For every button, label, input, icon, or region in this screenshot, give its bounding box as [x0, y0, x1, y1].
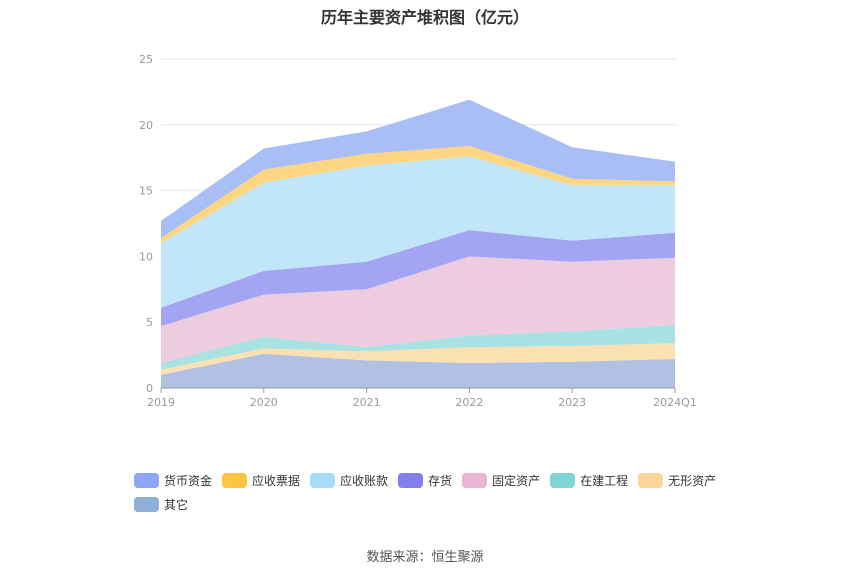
x-tick-label: 2021	[353, 396, 381, 409]
legend-item[interactable]: 固定资产	[462, 472, 540, 488]
area-series-2	[161, 324, 675, 370]
stacked-area-chart: 0 5 10 15 20 25 2019 2020 2021 2022 2023 2024Q1	[139, 53, 697, 409]
legend-swatch	[398, 472, 424, 488]
legend-label: 其它	[164, 497, 189, 512]
legend-label: 无形资产	[668, 473, 717, 488]
legend-swatch	[638, 472, 664, 488]
chart-legend: 货币资金 应收票据 应收账款 存货 固定资产 在建工程 无形资产其它	[134, 472, 734, 520]
legend-item[interactable]: 应收票据	[222, 472, 300, 488]
x-tick-label: 2019	[147, 396, 175, 409]
y-tick-label: 25	[139, 53, 153, 66]
legend-swatch	[134, 496, 159, 512]
legend-item[interactable]: 应收账款	[310, 472, 388, 488]
area-series-5	[161, 156, 675, 308]
area-series-4	[161, 230, 675, 327]
y-tick-label: 15	[139, 185, 153, 198]
legend-label: 在建工程	[580, 473, 629, 488]
area-series-0	[161, 353, 675, 388]
x-tick-label: 2024Q1	[653, 396, 697, 409]
legend-swatch	[134, 472, 159, 488]
data-source-note: 数据来源：恒生聚源	[366, 550, 484, 565]
area-series-7	[161, 99, 675, 238]
legend-label: 货币资金	[164, 473, 213, 488]
area-series-1	[161, 343, 675, 375]
legend-item[interactable]: 货币资金	[134, 472, 212, 488]
legend-swatch	[310, 472, 336, 488]
x-tick-label: 2022	[455, 396, 483, 409]
legend-label: 应收账款	[340, 473, 389, 488]
x-tick-label: 2020	[250, 396, 278, 409]
legend-swatch	[222, 472, 248, 488]
legend-label: 存货	[428, 473, 453, 488]
legend-item[interactable]: 其它	[134, 496, 188, 512]
legend-label: 应收票据	[252, 473, 301, 488]
legend-label: 固定资产	[492, 473, 541, 488]
legend-swatch	[550, 472, 576, 488]
legend-item[interactable]: 在建工程	[550, 472, 628, 488]
legend-swatch	[462, 472, 488, 488]
area-series-6	[161, 145, 675, 244]
y-tick-label: 0	[146, 382, 153, 395]
y-tick-label: 5	[146, 316, 153, 329]
y-tick-label: 20	[139, 119, 153, 132]
area-series-3	[161, 256, 675, 363]
y-tick-label: 10	[139, 250, 153, 263]
x-tick-label: 2023	[558, 396, 586, 409]
legend-item[interactable]: 存货	[398, 472, 452, 488]
chart-title: 历年主要资产堆积图（亿元）	[320, 8, 529, 27]
legend-item[interactable]: 无形资产	[638, 472, 716, 488]
